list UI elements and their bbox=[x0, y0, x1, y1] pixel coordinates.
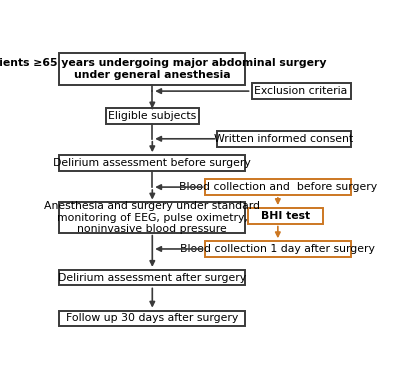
FancyBboxPatch shape bbox=[218, 131, 351, 147]
FancyBboxPatch shape bbox=[106, 108, 199, 124]
FancyBboxPatch shape bbox=[248, 208, 323, 223]
Text: Blood collection 1 day after surgery: Blood collection 1 day after surgery bbox=[180, 244, 375, 254]
Text: Patients ≥65 years undergoing major abdominal surgery
under general anesthesia: Patients ≥65 years undergoing major abdo… bbox=[0, 58, 326, 80]
Text: Anesthesia and surgery under standard
monitoring of EEG, pulse oximetry,
noninva: Anesthesia and surgery under standard mo… bbox=[44, 201, 260, 234]
FancyBboxPatch shape bbox=[59, 310, 245, 326]
FancyBboxPatch shape bbox=[59, 155, 245, 171]
FancyBboxPatch shape bbox=[59, 53, 245, 85]
FancyBboxPatch shape bbox=[59, 203, 245, 233]
Text: BHI test: BHI test bbox=[261, 211, 310, 221]
Text: Delirium assessment after surgery: Delirium assessment after surgery bbox=[58, 273, 246, 283]
Text: Written informed consent: Written informed consent bbox=[214, 134, 354, 144]
FancyBboxPatch shape bbox=[59, 270, 245, 285]
FancyBboxPatch shape bbox=[205, 179, 351, 195]
FancyBboxPatch shape bbox=[205, 241, 351, 257]
FancyBboxPatch shape bbox=[252, 83, 351, 99]
Text: Exclusion criteria: Exclusion criteria bbox=[254, 86, 348, 96]
Text: Follow up 30 days after surgery: Follow up 30 days after surgery bbox=[66, 313, 238, 323]
Text: Delirium assessment before surgery: Delirium assessment before surgery bbox=[54, 158, 251, 168]
Text: Eligible subjects: Eligible subjects bbox=[108, 111, 196, 121]
Text: Blood collection and  before surgery: Blood collection and before surgery bbox=[179, 182, 377, 192]
